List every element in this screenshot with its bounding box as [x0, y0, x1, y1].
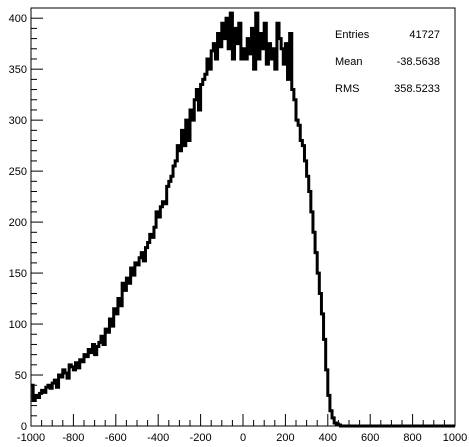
plot-frame	[30, 7, 456, 427]
stats-mean-value: -38.5638	[397, 56, 440, 68]
y-tick-label: 200	[9, 217, 27, 229]
x-axis-ticks	[30, 414, 456, 426]
y-tick-label: 0	[21, 421, 27, 433]
x-tick-label: -1000	[17, 432, 45, 444]
x-tick-label: 200	[276, 432, 294, 444]
stats-rms-label: RMS	[335, 83, 359, 95]
stats-entries-label: Entries	[335, 29, 370, 41]
y-tick-label: 350	[9, 64, 27, 76]
x-tick-label: -200	[190, 432, 212, 444]
stats-box: Entries 41727 Mean -38.5638 RMS 358.5233	[335, 29, 440, 95]
y-axis-tick-labels: 0 50 100 150 200 250 300 350 400	[9, 13, 27, 433]
x-tick-label: 1000	[443, 432, 467, 444]
x-tick-label: 0	[240, 432, 246, 444]
stats-mean-label: Mean	[335, 56, 363, 68]
y-tick-label: 100	[9, 319, 27, 331]
y-tick-label: 400	[9, 13, 27, 25]
y-tick-label: 250	[9, 166, 27, 178]
x-axis-tick-labels: -1000 -800 -600 -400 -200 0 200 400 600 800 1000	[17, 432, 467, 444]
y-tick-label: 300	[9, 115, 27, 127]
x-tick-label: -600	[105, 432, 127, 444]
x-tick-label: -400	[147, 432, 169, 444]
stats-entries-value: 41727	[409, 29, 440, 41]
y-tick-label: 150	[9, 268, 27, 280]
x-tick-label: 400	[319, 432, 337, 444]
x-tick-label: -800	[62, 432, 84, 444]
x-tick-label: 600	[361, 432, 379, 444]
stats-rms-value: 358.5233	[394, 83, 440, 95]
y-tick-label: 50	[15, 370, 27, 382]
x-tick-label: 800	[403, 432, 421, 444]
histogram-series-line	[31, 11, 455, 428]
